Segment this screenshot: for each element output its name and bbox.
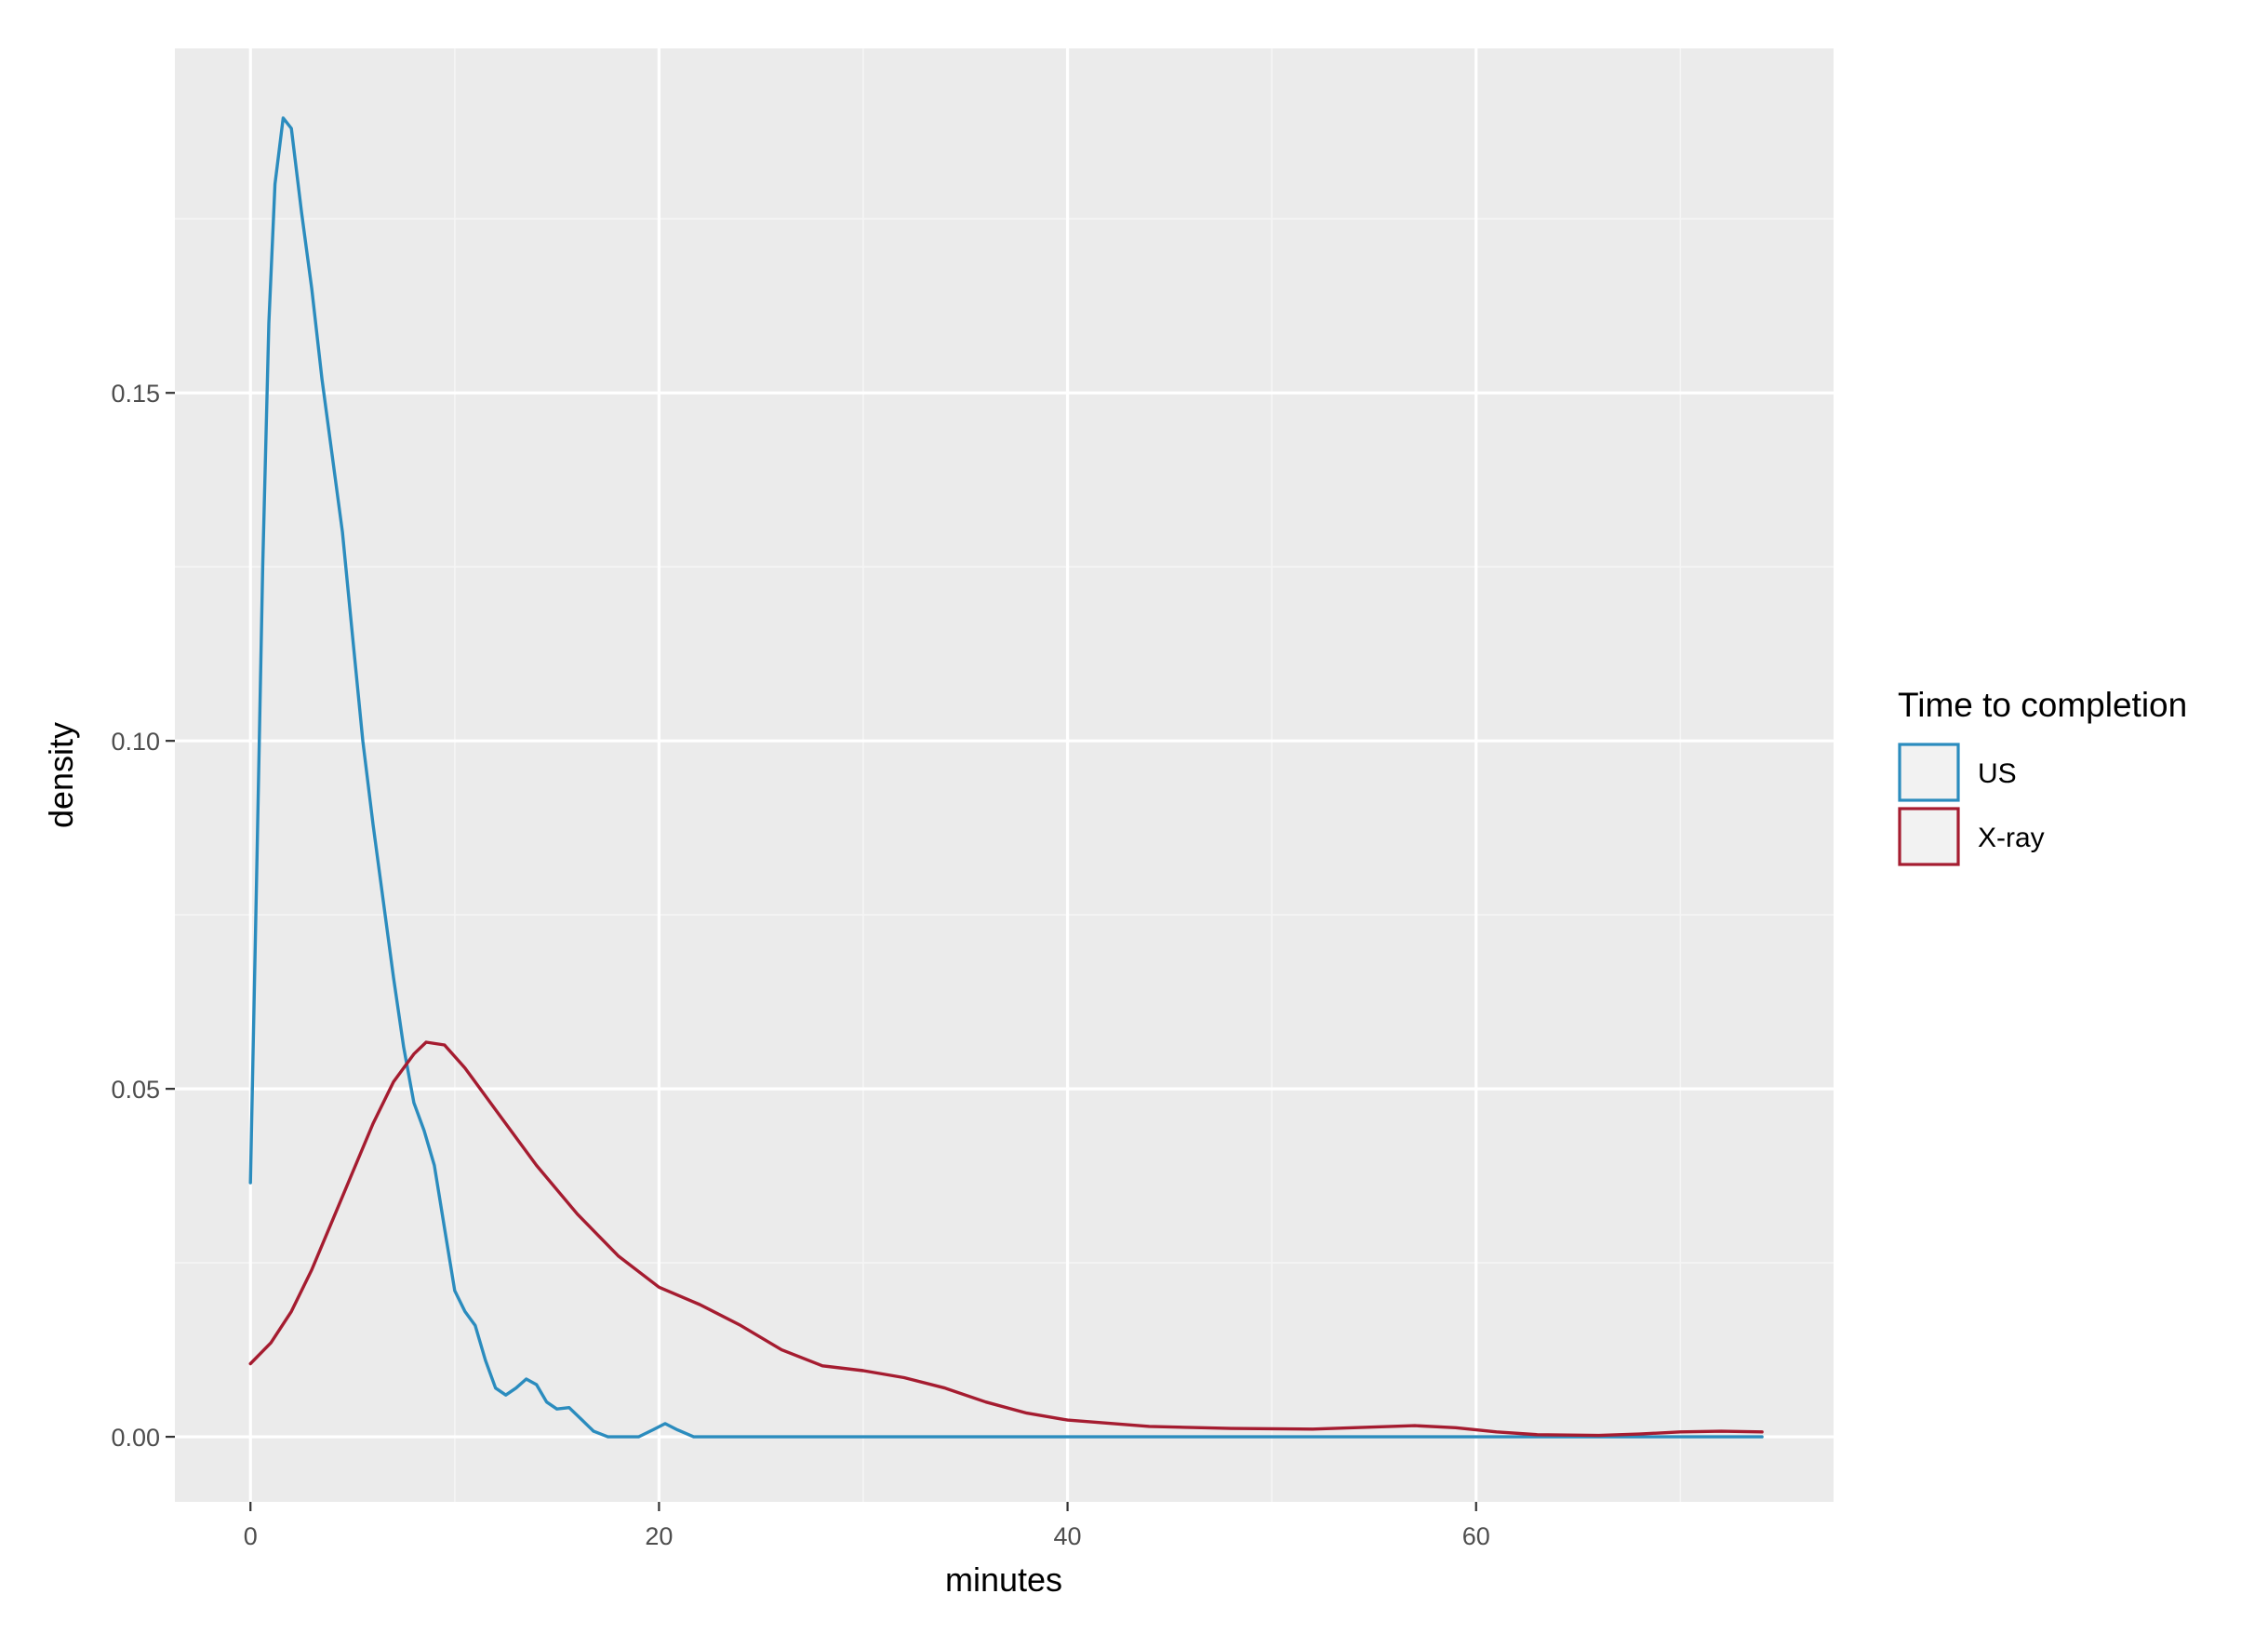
y-tick-label: 0.00 — [111, 1424, 160, 1452]
y-tick-label: 0.15 — [111, 380, 160, 408]
y-axis: 0.00 0.05 0.10 0.15 — [111, 380, 175, 1452]
legend-label-x-ray: X-ray — [1978, 823, 2045, 853]
x-tick-label: 60 — [1462, 1522, 1490, 1550]
series-layer — [248, 116, 1764, 1439]
series-line-us — [248, 116, 1764, 1439]
series-line-x-ray — [248, 1040, 1764, 1438]
x-tick-label: 0 — [244, 1522, 258, 1550]
x-axis: 0 20 40 60 — [244, 1502, 1490, 1550]
x-tick-label: 20 — [645, 1522, 673, 1550]
legend-title: Time to completion — [1898, 686, 2187, 724]
x-tick-label: 40 — [1054, 1522, 1082, 1550]
x-axis-title: minutes — [945, 1560, 1062, 1599]
y-axis-title: density — [42, 722, 80, 828]
legend-key-us — [1898, 743, 1960, 802]
y-tick-label: 0.10 — [111, 728, 160, 756]
legend: Time to completion US X-ray — [1898, 686, 2187, 866]
legend-key-x-ray — [1898, 807, 1960, 866]
plot-panel — [175, 48, 1834, 1502]
y-tick-label: 0.05 — [111, 1076, 160, 1104]
legend-items: US X-ray — [1898, 743, 2045, 866]
legend-label-us: US — [1978, 758, 2017, 789]
